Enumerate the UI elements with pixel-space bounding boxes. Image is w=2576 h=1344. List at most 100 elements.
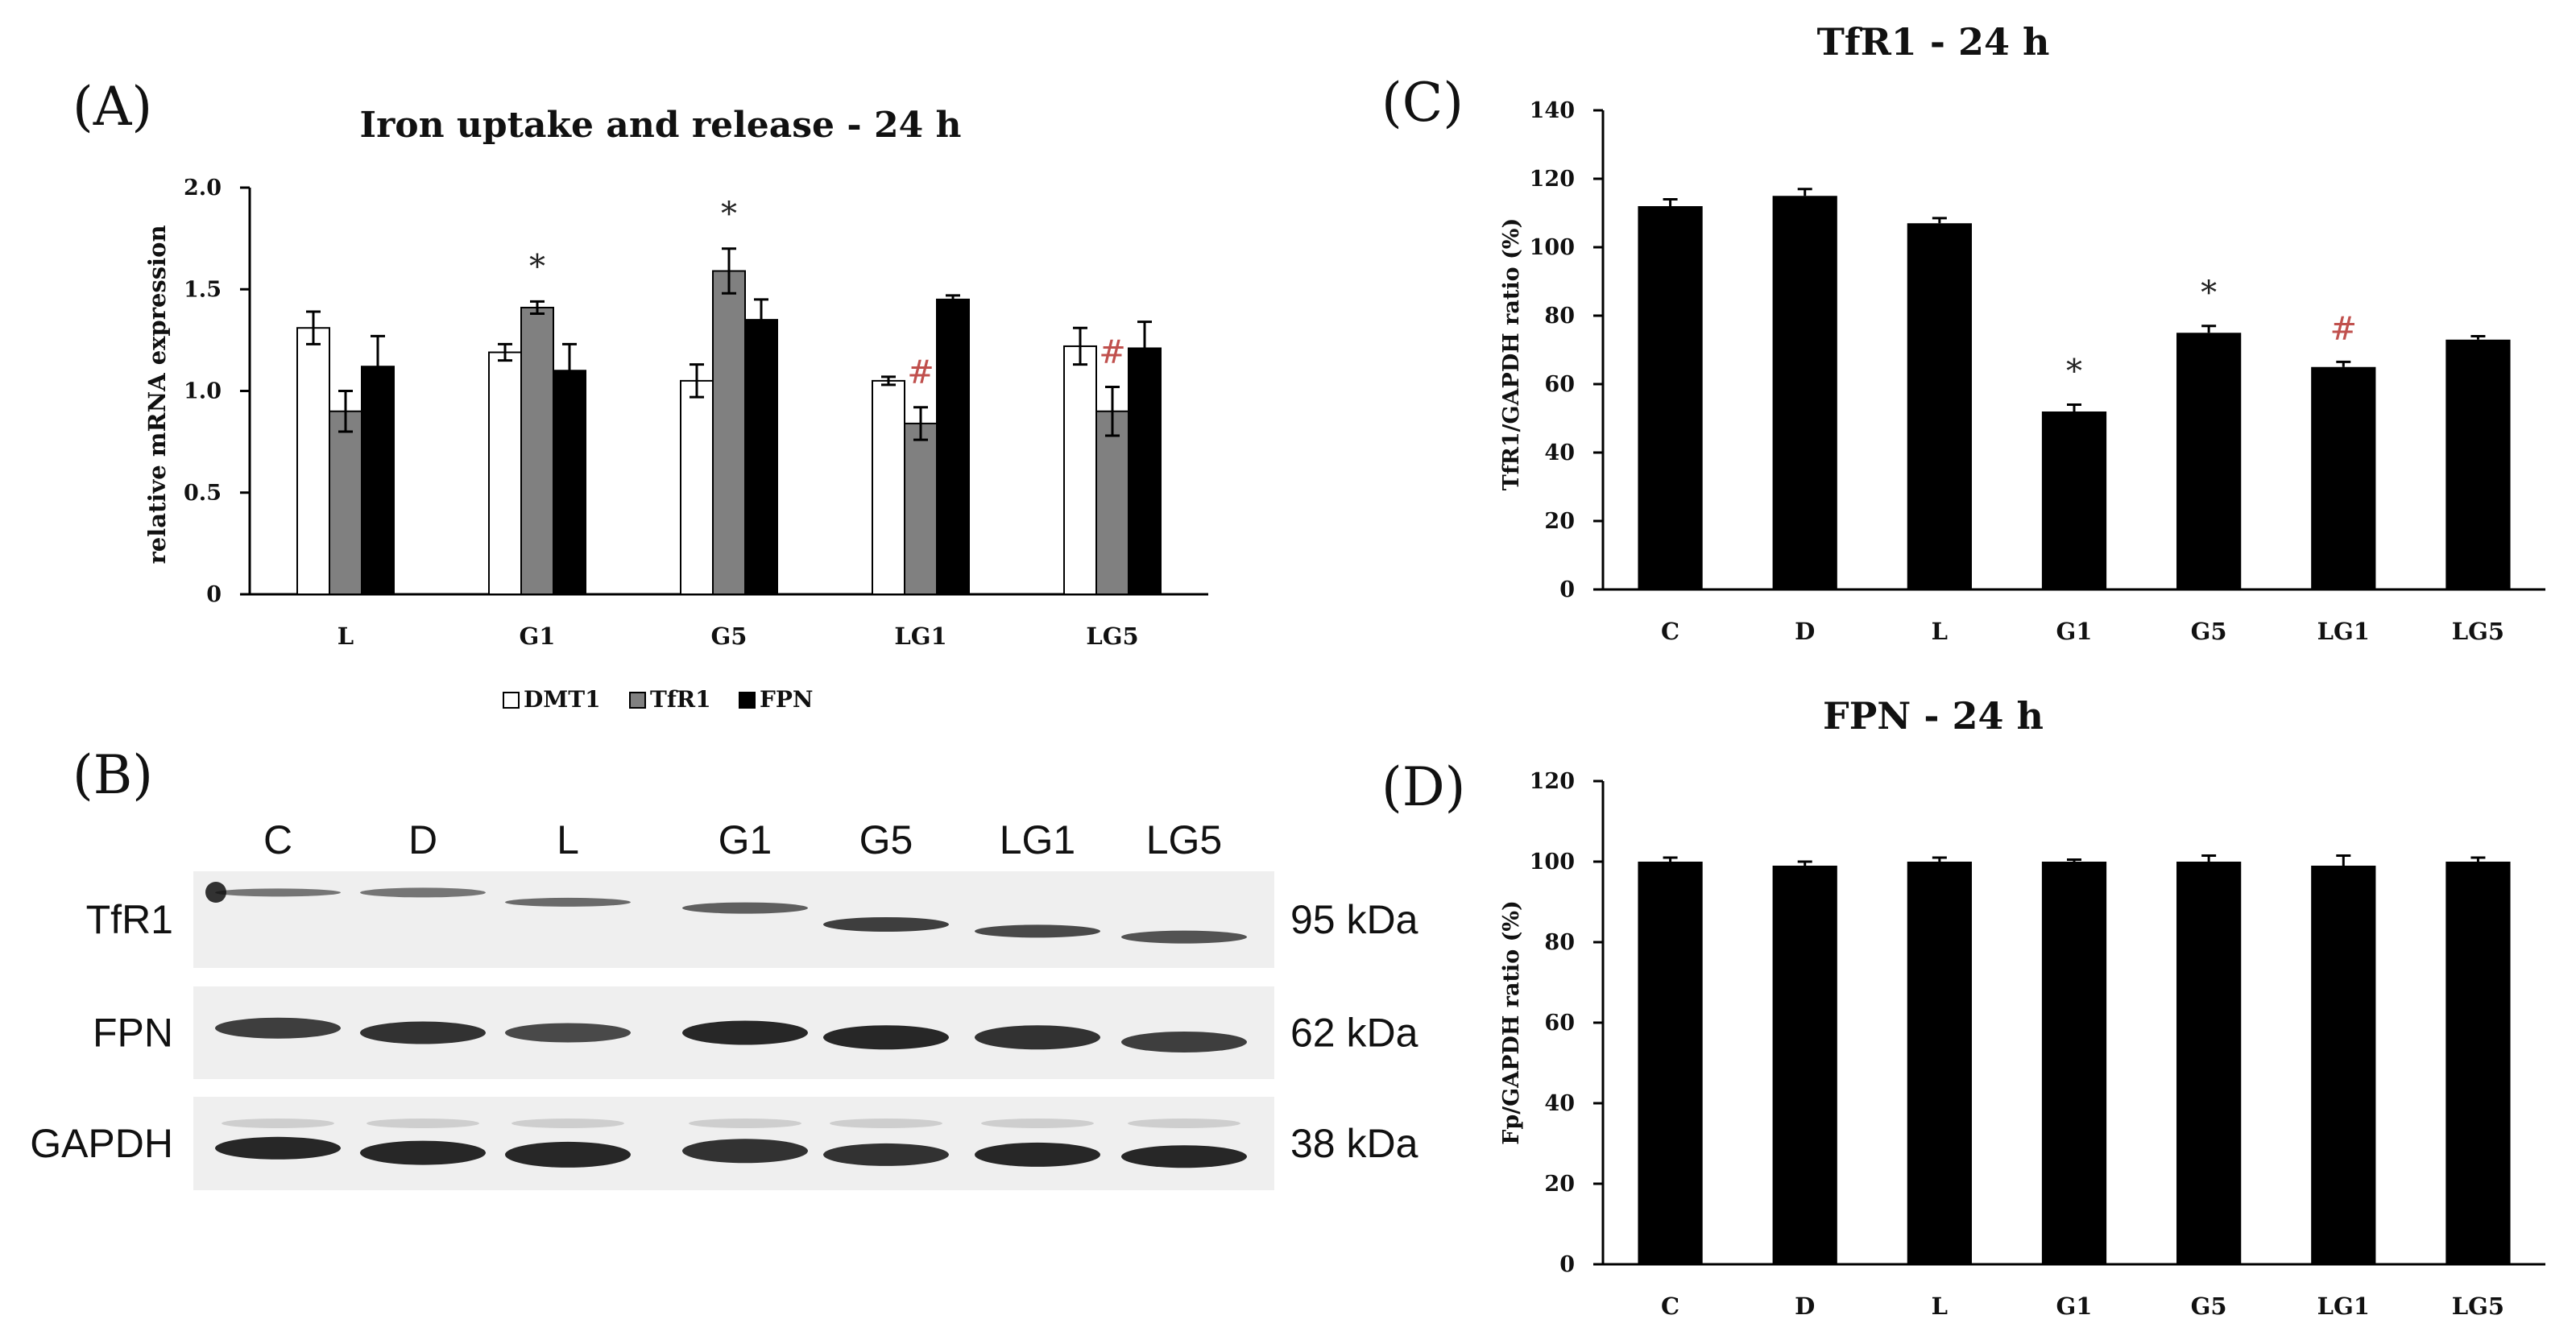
lane-label-l: L: [557, 817, 579, 862]
chart-a-bar-dmt1-g1: [488, 351, 522, 595]
chart-d-bar-l: [1907, 862, 1972, 1264]
lane-label-g1: G1: [719, 817, 772, 862]
legend-label-dmt1: DMT1: [524, 686, 601, 713]
chart-a-bar-tfr1-g1: [520, 306, 554, 595]
band-gapdh-faint: [222, 1119, 334, 1128]
chart-a-annotation-g1: *: [529, 248, 545, 285]
chart-a-ytick-label: 1.5: [184, 277, 222, 302]
chart-c-bar-g5: [2176, 333, 2242, 589]
chart-d-ytick-label: 60: [1544, 1011, 1575, 1036]
panel-label-a: (A): [72, 76, 152, 138]
chart-a-ytick-label: 2.0: [184, 176, 222, 201]
chart-d: FPN - 24 h Fp/GAPDH ratio (%) 0 20 40 60 80 1…: [1499, 694, 2545, 1320]
band-tfr1-lg5: [1121, 930, 1247, 944]
chart-d-ytick-label: 80: [1544, 930, 1575, 955]
chart-d-ytick-label: 40: [1544, 1091, 1575, 1116]
band-gapdh-d: [360, 1140, 486, 1165]
chart-d-ytick-label: 0: [1559, 1252, 1575, 1277]
band-gapdh-faint: [830, 1119, 942, 1128]
band-tfr1-g5: [823, 917, 949, 932]
legend-swatch-tfr1: [629, 692, 646, 709]
band-gapdh-faint: [1128, 1119, 1240, 1128]
chart-c-ytick-label: 0: [1559, 577, 1575, 602]
chart-a-bar-fpn-lg5: [1128, 347, 1162, 595]
band-fpn-g1: [682, 1020, 808, 1045]
legend-label-tfr1: TfR1: [650, 686, 711, 713]
chart-c-ytick-label: 140: [1530, 98, 1575, 123]
band-gapdh-faint: [511, 1119, 624, 1128]
lane-label-c: C: [263, 817, 292, 862]
chart-a-xtick-label: G5: [711, 622, 748, 650]
band-tfr1-d: [360, 887, 486, 898]
blot-size-label-gapdh: 38 kDa: [1290, 1121, 1418, 1166]
chart-d-bar-lg5: [2446, 862, 2511, 1264]
chart-a-annotation-lg1: #: [907, 354, 934, 391]
chart-d-xtick-label: L: [1932, 1292, 1948, 1320]
band-fpn-g5: [823, 1025, 949, 1050]
blot-strip-tfr1: [193, 871, 1274, 968]
chart-c-ytick-label: 120: [1530, 167, 1575, 192]
chart-a-xtick-label: G1: [520, 622, 556, 650]
chart-d-title: FPN - 24 h: [1823, 694, 2044, 738]
band-fpn-lg1: [975, 1025, 1100, 1050]
chart-a-ytick-label: 1.0: [184, 379, 222, 404]
chart-c-xtick-label: LG5: [2452, 618, 2504, 645]
lane-label-lg1: LG1: [1000, 817, 1076, 862]
chart-a-legend: DMT1 TfR1 FPN: [503, 686, 814, 713]
blot-artifact-spot: [205, 882, 226, 903]
chart-d-ylabel: Fp/GAPDH ratio (%): [1499, 900, 1524, 1145]
blot-row-label-fpn: FPN: [93, 1011, 173, 1056]
chart-c-xtick-label: D: [1795, 618, 1815, 645]
chart-a-bar-tfr1-l: [329, 410, 362, 595]
chart-a-bar-dmt1-l: [296, 327, 330, 595]
band-gapdh-l: [505, 1141, 631, 1168]
chart-d-xtick-label: D: [1795, 1292, 1815, 1320]
chart-d-bar-d: [1772, 866, 1837, 1264]
legend-label-fpn: FPN: [760, 686, 814, 713]
chart-a-xtick-label: L: [338, 622, 354, 650]
blot-size-label-fpn: 62 kDa: [1290, 1011, 1418, 1056]
chart-c-ytick-label: 100: [1530, 235, 1575, 260]
chart-a-bar-fpn-g1: [553, 370, 586, 595]
chart-d-ytick-label: 20: [1544, 1172, 1575, 1197]
chart-a-annotation-g5: *: [721, 196, 737, 233]
chart-a-bar-dmt1-lg5: [1063, 345, 1097, 595]
lane-label-g5: G5: [859, 817, 913, 862]
band-tfr1-g1: [682, 902, 808, 914]
band-fpn-l: [505, 1023, 631, 1043]
chart-d-bar-lg1: [2311, 866, 2376, 1264]
chart-c-ytick-label: 40: [1544, 440, 1575, 465]
chart-c-bar-c: [1638, 206, 1703, 589]
chart-a-bar-tfr1-lg1: [904, 422, 938, 596]
band-fpn-c: [215, 1017, 341, 1039]
chart-c-annotation-g5: *: [2201, 275, 2217, 312]
chart-d-xtick-label: LG5: [2452, 1292, 2504, 1320]
chart-c-bar-lg1: [2311, 366, 2376, 589]
chart-d-bar-c: [1638, 862, 1703, 1264]
chart-c: TfR1 - 24 h TfR1/GAPDH ratio (%) 0 20 40 60…: [1499, 20, 2545, 645]
chart-c-bar-g1: [2041, 411, 2107, 589]
lane-label-lg5: LG5: [1146, 817, 1223, 862]
chart-c-xtick-label: G1: [2056, 618, 2093, 645]
band-gapdh-lg5: [1121, 1145, 1247, 1168]
chart-d-ytick-label: 100: [1530, 850, 1575, 875]
panel-label-d: (D): [1381, 756, 1465, 818]
chart-a-bar-tfr1-lg5: [1095, 410, 1129, 595]
chart-a-bar-tfr1-g5: [712, 270, 746, 595]
band-gapdh-faint: [981, 1119, 1094, 1128]
panel-label-b: (B): [72, 744, 153, 806]
band-gapdh-lg1: [975, 1142, 1100, 1167]
chart-a-title: Iron uptake and release - 24 h: [360, 105, 962, 146]
chart-d-bar-g1: [2041, 862, 2107, 1264]
band-fpn-lg5: [1121, 1032, 1247, 1052]
chart-a-ytick-label: 0: [206, 582, 222, 607]
band-gapdh-g1: [682, 1139, 808, 1164]
band-tfr1-l: [505, 897, 631, 907]
chart-a-bar-fpn-g5: [744, 319, 778, 595]
chart-a-ylabel: relative mRNA expression: [143, 225, 171, 564]
chart-c-title: TfR1 - 24 h: [1817, 20, 2050, 64]
chart-d-xtick-label: G1: [2056, 1292, 2093, 1320]
band-gapdh-c: [215, 1136, 341, 1160]
